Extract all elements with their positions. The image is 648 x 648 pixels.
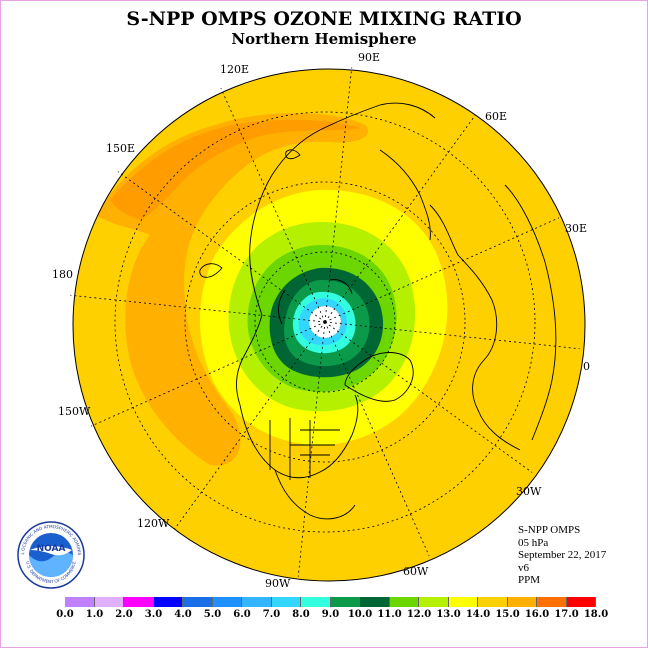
noaa-logo: NATIONAL OCEANIC AND ATMOSPHERIC ADMINIS… [16,520,85,589]
colorbar-swatch [65,597,95,607]
colorbar-swatch [301,597,331,607]
field-pacific-band [96,112,369,466]
colorbar-tick-label: 12.0 [406,609,432,620]
colorbar-tick-label: 10.0 [347,609,373,620]
colorbar-tick-label: 9.0 [321,609,340,620]
colorbar-swatch [389,597,419,607]
colorbar-swatch [419,597,449,607]
graticule [114,111,536,533]
colorbar [65,597,596,607]
info-date: September 22, 2017 [518,549,607,561]
colorbar-tick-label: 1.0 [85,609,104,620]
longitude-label-120e: 120E [220,63,250,76]
colorbar-tick-label: 7.0 [262,609,281,620]
product-info: S-NPP OMPS 05 hPa September 22, 2017 v6 … [518,524,606,587]
colorbar-tick-label: 14.0 [465,609,491,620]
colorbar-tick-label: 5.0 [203,609,222,620]
colorbar-swatch [360,597,390,607]
colorbar-swatch [153,597,183,607]
latitude-circle [114,111,536,533]
info-version: v6 [518,561,529,574]
hemisphere-outline [72,68,586,582]
longitude-label-180: 180 [52,268,73,281]
info-instrument: S-NPP OMPS [518,524,581,536]
longitude-label-30e: 30E [565,222,588,235]
info-units: PPM [518,574,541,586]
longitude-label-120w: 120W [137,517,170,530]
longitude-label-0: 0 [583,360,590,373]
colorbar-tick-label: 6.0 [233,609,251,620]
map-subtitle: Northern Hemisphere [231,30,417,48]
longitude-label-150w: 150W [58,405,91,418]
colorbar-tick-label: 11.0 [377,609,402,620]
colorbar-swatch [242,597,272,607]
colorbar-tick-label: 15.0 [495,609,520,620]
colorbar-tick-label: 2.0 [115,609,133,620]
colorbar-swatch [94,597,124,607]
colorbar-tick-label: 0.0 [56,609,74,620]
coastlines [199,102,557,520]
colorbar-swatch [537,597,567,607]
colorbar-tick-label: 17.0 [554,609,579,620]
map-title: S-NPP OMPS OZONE MIXING RATIO [126,8,522,30]
colorbar-swatch [212,597,242,607]
longitude-label-90e: 90E [358,51,381,64]
longitude-label-150e: 150E [106,142,136,155]
colorbar-swatch [507,597,537,607]
colorbar-swatch [271,597,301,607]
colorbar-tick-label: 4.0 [174,609,192,620]
colorbar-tick-label: 16.0 [524,609,550,620]
colorbar-tick-label: 8.0 [292,609,310,620]
longitude-label-90w: 90W [265,577,291,590]
latitude-circle [184,181,466,463]
longitude-label-60w: 60W [403,565,429,578]
colorbar-tick-label: 13.0 [436,609,461,620]
longitude-label-60e: 60E [485,110,508,123]
colorbar-swatch [448,597,478,607]
colorbar-tick-label: 18.0 [583,609,609,620]
colorbar-swatch [478,597,508,607]
colorbar-swatch [566,597,596,607]
field-pacific-core [110,119,360,220]
longitude-label-30w: 30W [516,485,542,498]
colorbar-swatch [330,597,360,607]
noaa-logo-text: NOAA [37,544,66,554]
colorbar-swatch [124,597,154,607]
colorbar-tick-label: 3.0 [144,609,163,620]
latitude-circle [254,251,396,393]
colorbar-swatch [183,597,213,607]
info-pressure: 05 hPa [518,536,549,549]
